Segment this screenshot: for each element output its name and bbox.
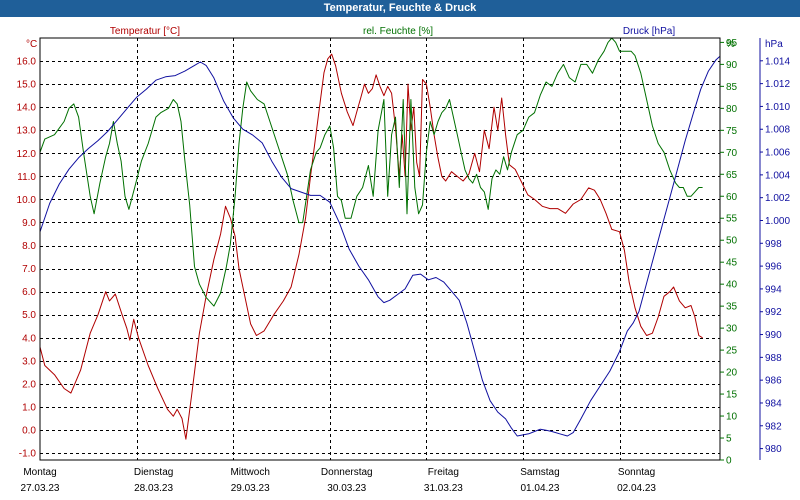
humidity-tick-label: 5 (726, 434, 732, 445)
pressure-tick-label: 998 (765, 239, 782, 250)
x-day-label: Mittwoch (230, 467, 269, 478)
temperature-tick-label: -1.0 (19, 449, 37, 460)
temperature-tick-label: 15.0 (17, 80, 37, 91)
humidity-tick-label: 25 (726, 346, 738, 357)
humidity-tick-label: 70 (726, 148, 738, 159)
x-day-label: Freitag (428, 467, 459, 478)
pressure-tick-label: 1.008 (765, 125, 790, 136)
x-day-label: Samstag (520, 467, 559, 478)
axes: 16.0 15.0 14.0 13.0 12.0 11.0 10.0 9.0 8.0 7.0 6.0… (17, 37, 790, 467)
pressure-axis-label: Druck [hPa] (623, 26, 675, 37)
humidity-tick-label: 80 (726, 104, 738, 115)
pressure-tick-label: 1.002 (765, 193, 790, 204)
temperature-tick-label: 10.0 (17, 195, 37, 206)
humidity-tick-label: 65 (726, 170, 738, 181)
humidity-tick-label: 55 (726, 214, 738, 225)
weather-chart: 16.0 15.0 14.0 13.0 12.0 11.0 10.0 9.0 8.0 7.0 6.0… (17, 26, 791, 494)
pressure-tick-label: 986 (765, 376, 782, 387)
humidity-tick-label: 0 (726, 456, 732, 467)
x-date-label: 27.03.23 (21, 483, 60, 494)
pressure-series-line (39, 55, 721, 437)
pressure-tick-label: 992 (765, 307, 782, 318)
humidity-tick-label: 20 (726, 368, 738, 379)
humidity-series-line (39, 37, 703, 307)
x-date-label: 31.03.23 (424, 483, 463, 494)
temperature-tick-label: 2.0 (22, 379, 36, 390)
humidity-tick-label: 90 (726, 60, 738, 71)
temperature-tick-label: 4.0 (22, 333, 36, 344)
pressure-tick-label: 980 (765, 444, 782, 455)
temperature-series-line (39, 53, 703, 440)
pressure-tick-label: 982 (765, 421, 782, 432)
x-date-label: 28.03.23 (134, 483, 173, 494)
x-day-label: Donnerstag (321, 467, 373, 478)
humidity-tick-label: 40 (726, 280, 738, 291)
humidity-tick-label: 10 (726, 412, 738, 423)
grid (40, 38, 720, 460)
pressure-tick-label: 1.004 (765, 170, 790, 181)
temperature-tick-label: 16.0 (17, 57, 37, 68)
humidity-tick-label: 85 (726, 82, 738, 93)
x-day-label: Sonntag (618, 467, 655, 478)
humidity-tick-label: 30 (726, 324, 738, 335)
x-date-label: 30.03.23 (327, 483, 366, 494)
humidity-tick-label: 50 (726, 236, 738, 247)
axis-labels: Temperatur [°C] rel. Feuchte [%] Druck [hP… (21, 26, 676, 494)
humidity-axis-label: rel. Feuchte [%] (363, 26, 433, 37)
temperature-tick-label: 9.0 (22, 218, 36, 229)
temperature-tick-label: 6.0 (22, 287, 36, 298)
temperature-tick-label: 8.0 (22, 241, 36, 252)
x-day-label: Dienstag (134, 467, 173, 478)
temperature-axis-label: Temperatur [°C] (110, 26, 180, 37)
pressure-tick-label: 994 (765, 284, 782, 295)
temperature-tick-label: 5.0 (22, 310, 36, 321)
x-date-label: 29.03.23 (231, 483, 270, 494)
window-title: Temperatur, Feuchte & Druck (0, 0, 800, 17)
pressure-tick-label: 1.000 (765, 216, 790, 227)
humidity-unit: % (726, 39, 735, 50)
temperature-tick-label: 0.0 (22, 426, 36, 437)
humidity-tick-label: 45 (726, 258, 738, 269)
x-day-label: Montag (23, 467, 56, 478)
pressure-tick-label: 996 (765, 262, 782, 273)
pressure-tick-label: 1.014 (765, 56, 790, 67)
x-date-label: 01.04.23 (520, 483, 559, 494)
pressure-tick-label: 1.006 (765, 148, 790, 159)
x-date-label: 02.04.23 (617, 483, 656, 494)
series-lines (39, 37, 721, 440)
temperature-tick-label: 14.0 (17, 103, 37, 114)
temperature-unit: °C (26, 39, 37, 50)
temperature-tick-label: 12.0 (17, 149, 37, 160)
pressure-unit: hPa (765, 39, 783, 50)
humidity-tick-label: 75 (726, 126, 738, 137)
pressure-tick-label: 1.010 (765, 102, 790, 113)
humidity-tick-label: 35 (726, 302, 738, 313)
pressure-tick-label: 990 (765, 330, 782, 341)
temperature-tick-label: 11.0 (17, 172, 36, 183)
temperature-tick-label: 13.0 (17, 126, 37, 137)
humidity-tick-label: 60 (726, 192, 738, 203)
plot-frame (39, 37, 721, 461)
humidity-tick-label: 95 (726, 38, 738, 49)
pressure-tick-label: 1.012 (765, 79, 790, 90)
pressure-tick-label: 988 (765, 353, 782, 364)
pressure-tick-label: 984 (765, 398, 782, 409)
temperature-tick-label: 7.0 (22, 264, 36, 275)
temperature-tick-label: 1.0 (22, 402, 36, 413)
humidity-tick-label: 15 (726, 390, 738, 401)
temperature-tick-label: 3.0 (22, 356, 36, 367)
